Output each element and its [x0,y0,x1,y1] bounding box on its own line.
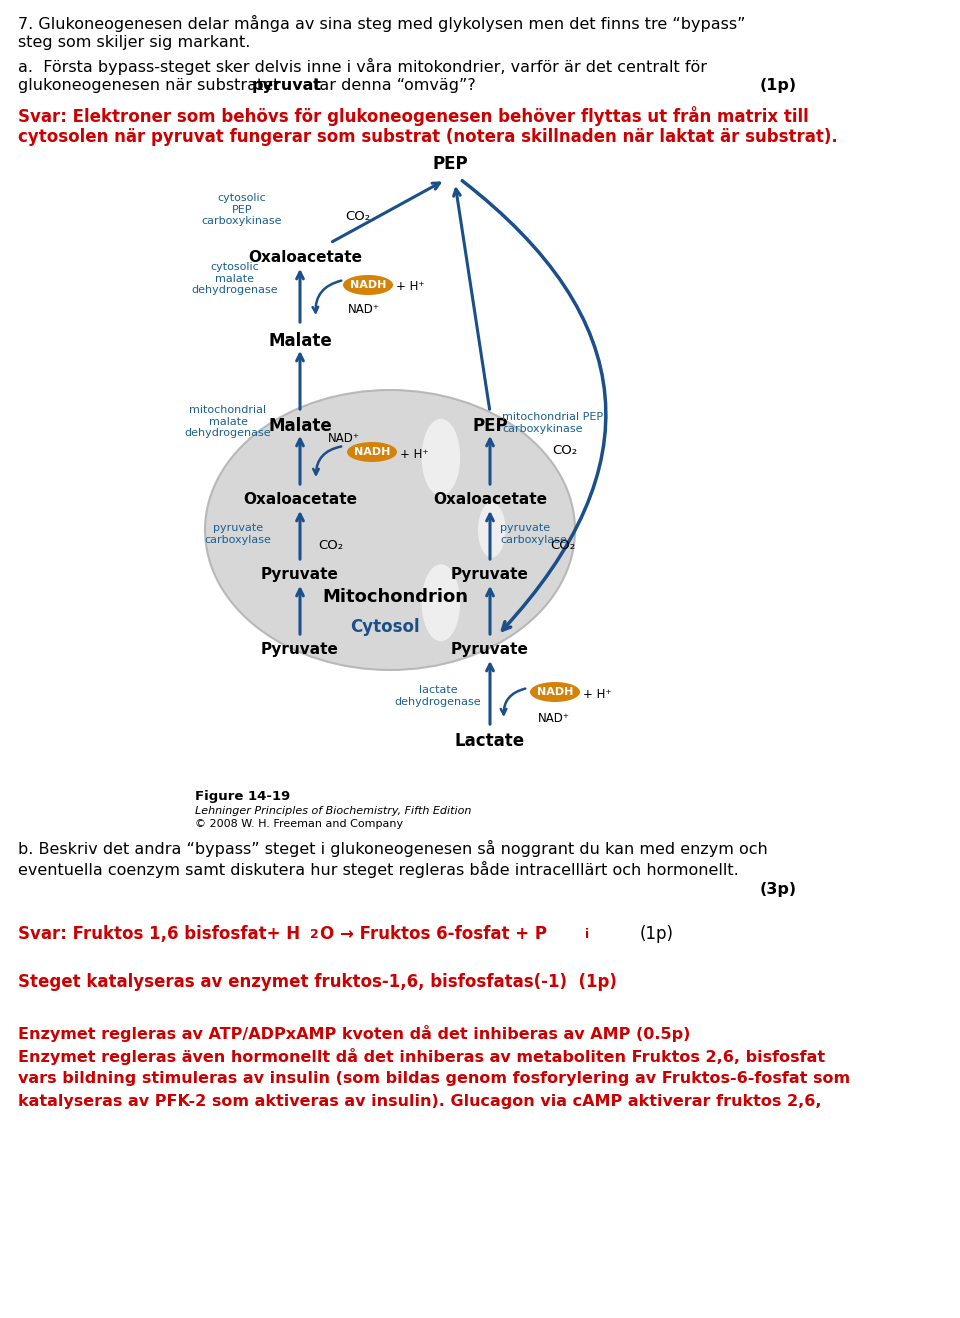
FancyArrowPatch shape [313,447,341,474]
Text: pyruvat: pyruvat [252,78,323,94]
Text: PEP: PEP [432,156,468,173]
Text: cytosolic
PEP
carboxykinase: cytosolic PEP carboxykinase [202,192,282,227]
Text: Pyruvate: Pyruvate [261,567,339,583]
Text: + H⁺: + H⁺ [583,688,612,700]
Text: Oxaloacetate: Oxaloacetate [433,492,547,507]
Text: Oxaloacetate: Oxaloacetate [243,492,357,507]
Text: NADH: NADH [354,447,390,457]
Text: Svar: Elektroner som behövs för glukoneogenesen behöver flyttas ut från matrix t: Svar: Elektroner som behövs för glukoneo… [18,105,808,127]
Ellipse shape [530,681,580,702]
Text: b. Beskriv det andra “bypass” steget i glukoneogenesen så noggrant du kan med en: b. Beskriv det andra “bypass” steget i g… [18,840,768,857]
Text: eventuella coenzym samt diskutera hur steget regleras både intracelllärt och hor: eventuella coenzym samt diskutera hur st… [18,861,739,878]
Ellipse shape [421,419,460,496]
Text: cytosolen när pyruvat fungerar som substrat (notera skillnaden när laktat är sub: cytosolen när pyruvat fungerar som subst… [18,128,838,146]
Text: Cytosol: Cytosol [350,618,420,637]
Text: Svar: Fruktos 1,6 bisfosfat+ H: Svar: Fruktos 1,6 bisfosfat+ H [18,925,300,942]
Text: Malate: Malate [268,416,332,435]
Text: Oxaloacetate: Oxaloacetate [248,250,362,265]
Text: Pyruvate: Pyruvate [451,567,529,583]
Text: CO₂: CO₂ [318,539,343,552]
Ellipse shape [421,564,460,642]
Text: a.  Första bypass-steget sker delvis inne i våra mitokondrier, varför är det cen: a. Första bypass-steget sker delvis inne… [18,58,707,75]
Text: Steget katalyseras av enzymet fruktos-1,6, bisfosfatas(-1)  (1p): Steget katalyseras av enzymet fruktos-1,… [18,973,617,991]
FancyArrowPatch shape [501,688,525,714]
FancyArrowPatch shape [313,281,342,312]
Text: © 2008 W. H. Freeman and Company: © 2008 W. H. Freeman and Company [195,818,403,829]
Text: + H⁺: + H⁺ [400,448,428,460]
Text: steg som skiljer sig markant.: steg som skiljer sig markant. [18,36,251,50]
Text: NAD⁺: NAD⁺ [538,712,570,725]
Text: NAD⁺: NAD⁺ [328,432,360,445]
Text: Lactate: Lactate [455,731,525,750]
Text: NADH: NADH [537,687,573,697]
Ellipse shape [205,390,575,670]
Text: katalyseras av PFK-2 som aktiveras av insulin). Glucagon via cAMP aktiverar fruk: katalyseras av PFK-2 som aktiveras av in… [18,1094,822,1108]
Text: O → Fruktos 6-fosfat + P: O → Fruktos 6-fosfat + P [320,925,547,942]
Text: (3p): (3p) [760,882,797,898]
Text: Mitochondrion: Mitochondrion [322,588,468,606]
Ellipse shape [347,442,397,463]
Text: CO₂: CO₂ [345,210,371,223]
Ellipse shape [478,502,506,558]
Text: Enzymet regleras av ATP/ADPxAMP kvoten då det inhiberas av AMP (0.5p): Enzymet regleras av ATP/ADPxAMP kvoten d… [18,1025,690,1043]
Text: Lehninger Principles of Biochemistry, Fifth Edition: Lehninger Principles of Biochemistry, Fi… [195,807,471,816]
Text: i: i [585,928,589,941]
Text: PEP: PEP [472,416,508,435]
Text: Pyruvate: Pyruvate [451,642,529,656]
Text: mitochondrial PEP
carboxykinase: mitochondrial PEP carboxykinase [502,413,603,434]
Text: glukoneogenesen när substratet: glukoneogenesen när substratet [18,78,284,94]
Text: tar denna “omväg”?: tar denna “omväg”? [308,78,476,94]
Text: Figure 14-19: Figure 14-19 [195,789,290,803]
Text: mitochondrial
malate
dehydrogenase: mitochondrial malate dehydrogenase [184,405,272,438]
Text: + H⁺: + H⁺ [396,281,424,294]
Text: pyruvate
carboxylase: pyruvate carboxylase [500,523,566,544]
Text: CO₂: CO₂ [552,444,577,457]
Text: 2: 2 [310,928,319,941]
Text: cytosolic
malate
dehydrogenase: cytosolic malate dehydrogenase [192,262,278,295]
Ellipse shape [343,275,393,295]
Text: vars bildning stimuleras av insulin (som bildas genom fosforylering av Fruktos-6: vars bildning stimuleras av insulin (som… [18,1072,851,1086]
Text: 7. Glukoneogenesen delar många av sina steg med glykolysen men det finns tre “by: 7. Glukoneogenesen delar många av sina s… [18,14,746,32]
Text: Enzymet regleras även hormonellt då det inhiberas av metaboliten Fruktos 2,6, bi: Enzymet regleras även hormonellt då det … [18,1048,826,1065]
Text: NAD⁺: NAD⁺ [348,303,380,316]
Text: pyruvate
carboxylase: pyruvate carboxylase [204,523,272,544]
FancyArrowPatch shape [462,181,606,630]
Text: (1p): (1p) [760,78,797,94]
Text: lactate
dehydrogenase: lactate dehydrogenase [395,685,481,706]
Text: Malate: Malate [268,332,332,351]
Text: CO₂: CO₂ [550,539,575,552]
Text: (1p): (1p) [640,925,674,942]
Text: Pyruvate: Pyruvate [261,642,339,656]
Text: NADH: NADH [349,279,386,290]
